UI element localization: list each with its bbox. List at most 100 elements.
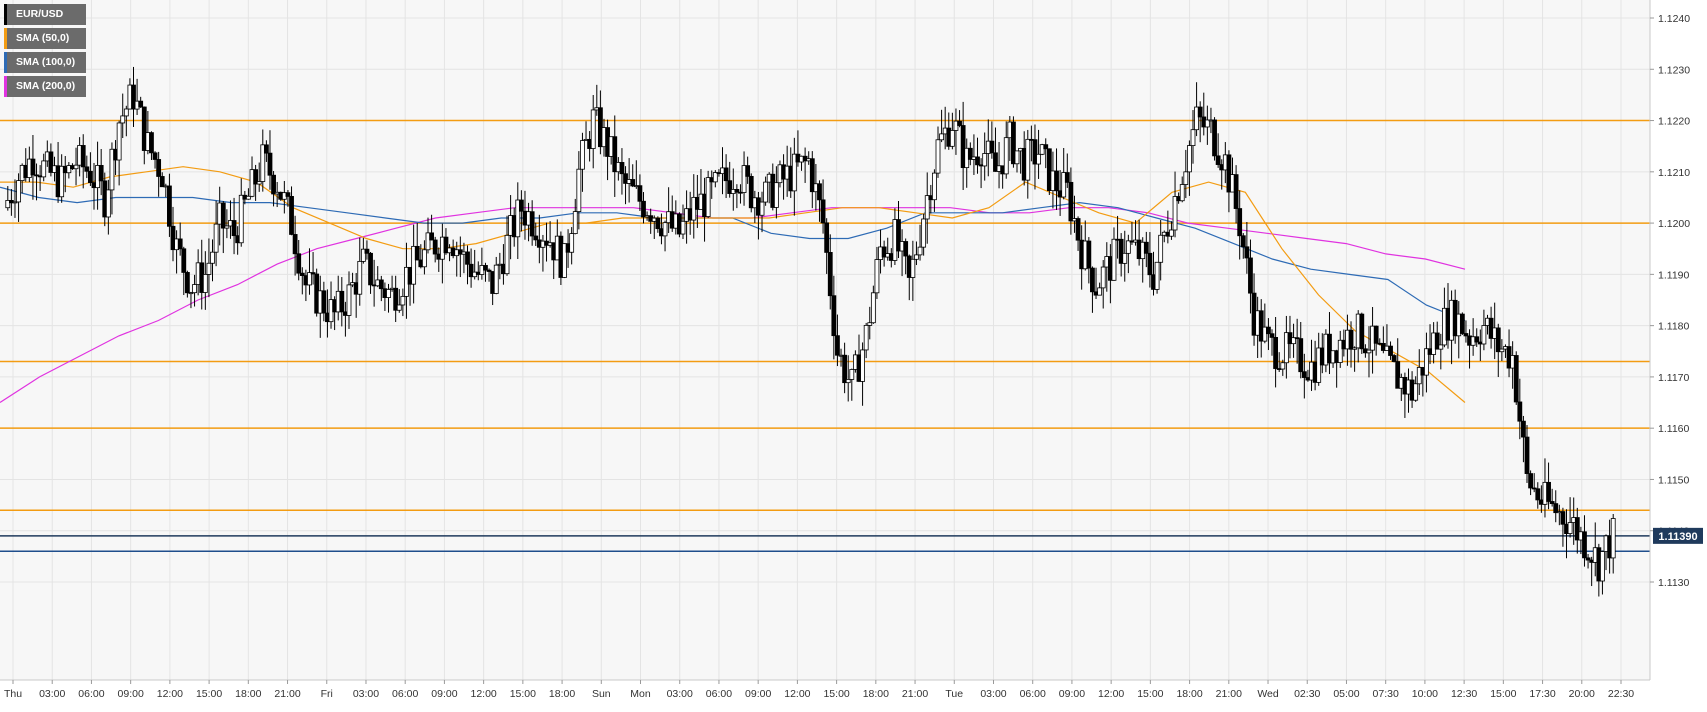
candle-body <box>727 180 733 194</box>
candle-body <box>759 201 765 216</box>
candle-body <box>1118 238 1124 264</box>
candle-body <box>88 170 93 184</box>
candle-body <box>1046 148 1052 192</box>
time-tick-label: 21:00 <box>274 688 300 700</box>
candle-body <box>339 290 345 313</box>
current-price-label: 1.11390 <box>1658 531 1697 543</box>
candle-body <box>263 144 269 154</box>
candle-body <box>1388 345 1393 356</box>
candle-body <box>705 177 711 217</box>
horizontal-levels <box>0 119 1650 552</box>
candle-body <box>1233 174 1239 209</box>
time-tick-label: 12:30 <box>1451 688 1477 700</box>
candle-body <box>400 295 406 306</box>
candle-body <box>533 235 539 241</box>
candle-body <box>1352 347 1358 350</box>
candle-body <box>16 180 21 203</box>
candle-body <box>1240 235 1246 248</box>
candle-body <box>1172 196 1178 231</box>
candle-body <box>285 192 291 197</box>
candle-body <box>1499 348 1505 353</box>
candle-body <box>1585 557 1591 561</box>
candle-body <box>167 185 172 227</box>
candle-body <box>529 211 535 237</box>
candle-body <box>493 264 499 294</box>
candle-body <box>123 108 129 117</box>
candle-body <box>1258 310 1264 342</box>
time-tick-label: Mon <box>630 688 651 700</box>
time-tick-label: 15:00 <box>510 688 536 700</box>
candle-body <box>271 174 276 195</box>
legend: EUR/USD SMA (50,0) SMA (100,0) SMA (200,… <box>4 4 86 100</box>
time-tick-label: Wed <box>1257 688 1279 700</box>
candle-body <box>881 246 887 258</box>
candle-body <box>152 152 158 160</box>
candle-body <box>260 144 266 182</box>
time-tick-label: 21:00 <box>902 688 928 700</box>
candle-body <box>939 133 944 141</box>
candle-body <box>1100 266 1106 289</box>
candle-body <box>623 173 628 184</box>
candle-body <box>41 160 47 178</box>
legend-item-eurusd[interactable]: EUR/USD <box>4 4 86 25</box>
time-tick-label: Fri <box>321 688 333 700</box>
candle-body <box>310 272 316 275</box>
candle-body <box>156 159 162 177</box>
candle-body <box>1600 551 1605 582</box>
legend-item-sma-200[interactable]: SMA (200,0) <box>4 76 86 97</box>
candle-body <box>1003 137 1009 175</box>
candle-body <box>831 295 837 337</box>
candle-body <box>120 115 126 124</box>
candle-body <box>321 290 327 314</box>
time-tick-label: 21:00 <box>1216 688 1242 700</box>
candle-body <box>1413 383 1419 401</box>
candle-body <box>66 165 72 174</box>
candle-body <box>1043 144 1049 150</box>
candle-body <box>1348 329 1354 350</box>
candle-body <box>486 269 492 272</box>
current-price-tag: 1.11390 <box>1653 527 1703 544</box>
candle-body <box>1327 333 1332 364</box>
candle-body <box>131 84 136 110</box>
price-tick-label: 1.1200 <box>1658 218 1690 230</box>
candle-body <box>138 100 144 108</box>
candle-body <box>296 253 302 274</box>
candle-body <box>1090 267 1095 293</box>
candle-body <box>993 152 998 172</box>
candle-body <box>1039 144 1045 155</box>
candle-body <box>170 225 176 251</box>
candle-body <box>1097 287 1103 296</box>
candle-body <box>159 176 165 188</box>
candle-body <box>141 106 147 151</box>
candle-body <box>773 182 779 208</box>
candle-body <box>932 172 937 201</box>
time-tick-label: 05:00 <box>1333 688 1359 700</box>
time-tick-label: 06:00 <box>392 688 418 700</box>
candle-body <box>1574 517 1580 541</box>
candle-body <box>1283 332 1289 364</box>
candle-body <box>1553 503 1559 514</box>
candle-body <box>1158 234 1164 263</box>
candle-body <box>734 189 740 193</box>
candle-body <box>1111 238 1117 281</box>
candle-body <box>763 181 769 203</box>
candle-body <box>842 354 848 384</box>
candle-body <box>874 259 880 294</box>
legend-swatch <box>4 28 7 49</box>
candle-body <box>202 274 208 293</box>
candle-body <box>1147 252 1153 276</box>
candle-body <box>84 166 90 172</box>
candle-body <box>1560 511 1566 525</box>
legend-item-sma-100[interactable]: SMA (100,0) <box>4 52 86 73</box>
candle-body <box>619 162 625 175</box>
legend-item-sma-50[interactable]: SMA (50,0) <box>4 28 86 49</box>
candle-body <box>924 195 930 220</box>
candle-body <box>1424 348 1429 376</box>
candle-body <box>30 158 36 176</box>
candle-body <box>1521 420 1526 438</box>
candle-body <box>641 200 646 218</box>
candle-body <box>870 292 876 324</box>
candle-body <box>975 156 980 166</box>
candle-body <box>1169 229 1174 237</box>
legend-label: SMA (100,0) <box>16 56 76 68</box>
